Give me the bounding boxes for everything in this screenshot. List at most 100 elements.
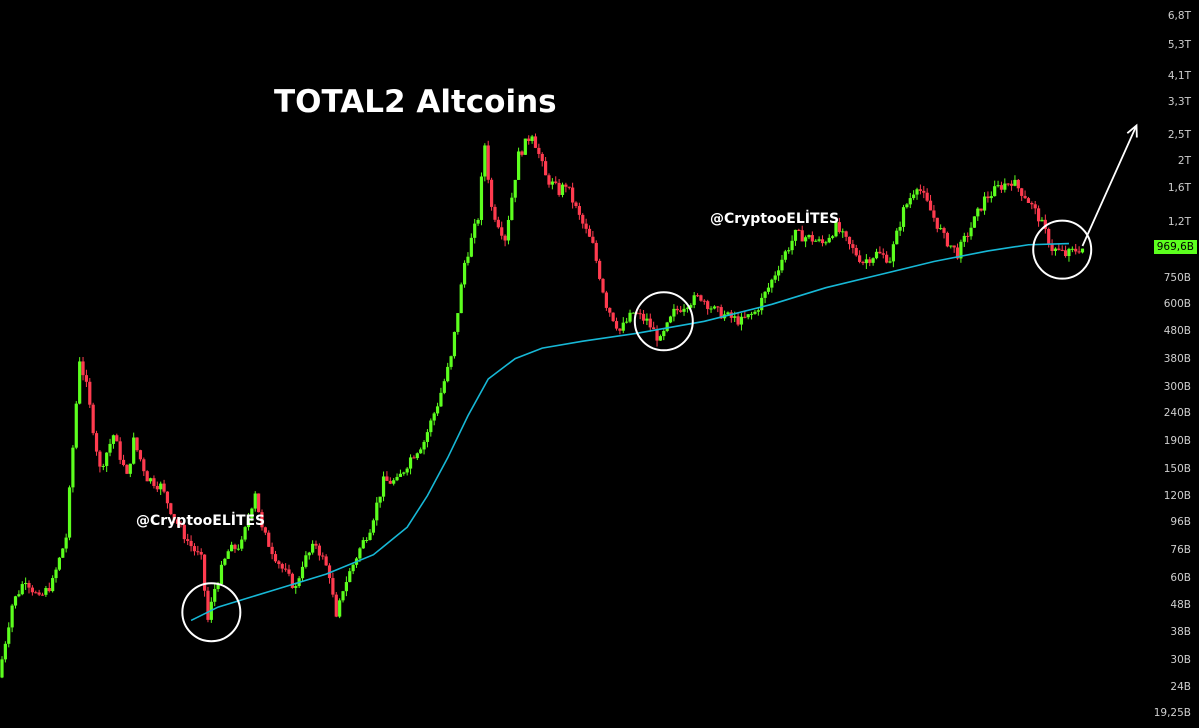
candle-up <box>223 558 227 565</box>
candle-down <box>979 208 983 211</box>
candle-down <box>165 491 170 504</box>
candle-down <box>574 202 578 207</box>
candle-down <box>84 375 89 382</box>
candle-up <box>817 239 821 241</box>
candle-down <box>641 313 646 321</box>
candle-up <box>479 176 484 220</box>
candle-up <box>105 452 109 466</box>
candle-up <box>783 251 787 260</box>
candle-down <box>699 295 703 301</box>
candle-down <box>1063 250 1068 257</box>
candle-down <box>189 540 193 547</box>
candle-up <box>361 540 365 549</box>
candle-down <box>489 179 494 207</box>
candle-down <box>1030 202 1034 205</box>
candle-down <box>952 245 956 248</box>
candle-down <box>273 554 278 562</box>
candle-up <box>787 250 791 252</box>
candle-up <box>665 322 669 331</box>
candle-down <box>270 546 274 555</box>
candle-up <box>473 223 477 238</box>
candle-down <box>40 594 45 596</box>
candle-up <box>993 186 997 197</box>
candle-up <box>831 236 835 238</box>
candle-down <box>503 235 507 241</box>
candle-down <box>172 514 176 520</box>
candle-up <box>344 582 348 592</box>
candle-down <box>199 551 203 555</box>
candle-down <box>1074 248 1078 252</box>
candle-down <box>837 222 841 232</box>
projection-arrow <box>1081 125 1138 247</box>
candle-up <box>733 316 737 318</box>
candle-down <box>604 292 608 308</box>
candle-down <box>594 242 598 261</box>
candle-up <box>1053 248 1058 251</box>
candle-down <box>932 210 936 218</box>
candle-up <box>392 480 396 484</box>
candle-down <box>388 480 392 484</box>
candle-up <box>682 308 686 312</box>
candle-down <box>652 327 656 330</box>
candle-down <box>334 594 338 617</box>
candle-up <box>915 189 919 195</box>
candle-up <box>668 316 673 323</box>
candle-down <box>1009 183 1014 186</box>
candle-up <box>439 392 443 407</box>
candle-down <box>317 545 321 556</box>
candle-up <box>422 441 426 450</box>
candle-up <box>54 569 58 579</box>
candle-up <box>874 251 879 259</box>
candle-down <box>533 136 538 148</box>
candle-down <box>412 457 416 459</box>
candle-up <box>402 472 406 474</box>
candle-up <box>517 151 521 180</box>
candle-down <box>1043 219 1047 229</box>
candle-up <box>0 659 4 678</box>
candle-down <box>179 523 183 525</box>
candle-up <box>645 318 649 321</box>
candle-down <box>182 524 186 540</box>
candle-down <box>820 239 825 244</box>
candle-up <box>510 197 514 220</box>
candle-up <box>64 537 68 549</box>
candle-down <box>675 308 679 311</box>
candle-up <box>236 548 240 550</box>
candle-up <box>972 216 977 228</box>
candle-down <box>260 512 264 528</box>
candle-down <box>885 254 889 263</box>
candle-up <box>770 279 774 288</box>
candle-up <box>712 306 717 309</box>
candle-down <box>1036 208 1041 222</box>
candle-down <box>587 228 592 237</box>
candle-up <box>658 336 663 341</box>
candle-down <box>928 200 933 211</box>
candle-up <box>425 432 430 442</box>
candle-up <box>662 330 666 337</box>
candle-down <box>206 590 210 620</box>
watermark-left: @CryptooELİTES <box>136 513 266 529</box>
candle-up <box>550 181 554 185</box>
y-tick-label: 300B <box>1163 380 1191 393</box>
candle-down <box>30 587 34 593</box>
candle-up <box>908 198 912 205</box>
candle-up <box>871 258 875 263</box>
candle-down <box>601 278 605 293</box>
candle-up <box>621 322 625 331</box>
candle-down <box>719 307 723 319</box>
candle-down <box>584 223 588 229</box>
moving-average-line <box>190 242 1069 622</box>
candle-up <box>226 551 230 559</box>
candle-up <box>841 231 845 233</box>
y-tick-label: 38B <box>1170 626 1191 639</box>
candle-up <box>469 237 473 257</box>
candle-up <box>71 447 75 488</box>
candle-down <box>98 451 102 467</box>
candle-up <box>459 284 463 314</box>
candle-up <box>901 207 906 227</box>
candle-up <box>672 308 676 317</box>
candle-up <box>895 230 899 245</box>
y-tick-label: 1,2T <box>1167 215 1191 228</box>
candle-up <box>976 208 980 217</box>
candle-up <box>148 478 153 482</box>
